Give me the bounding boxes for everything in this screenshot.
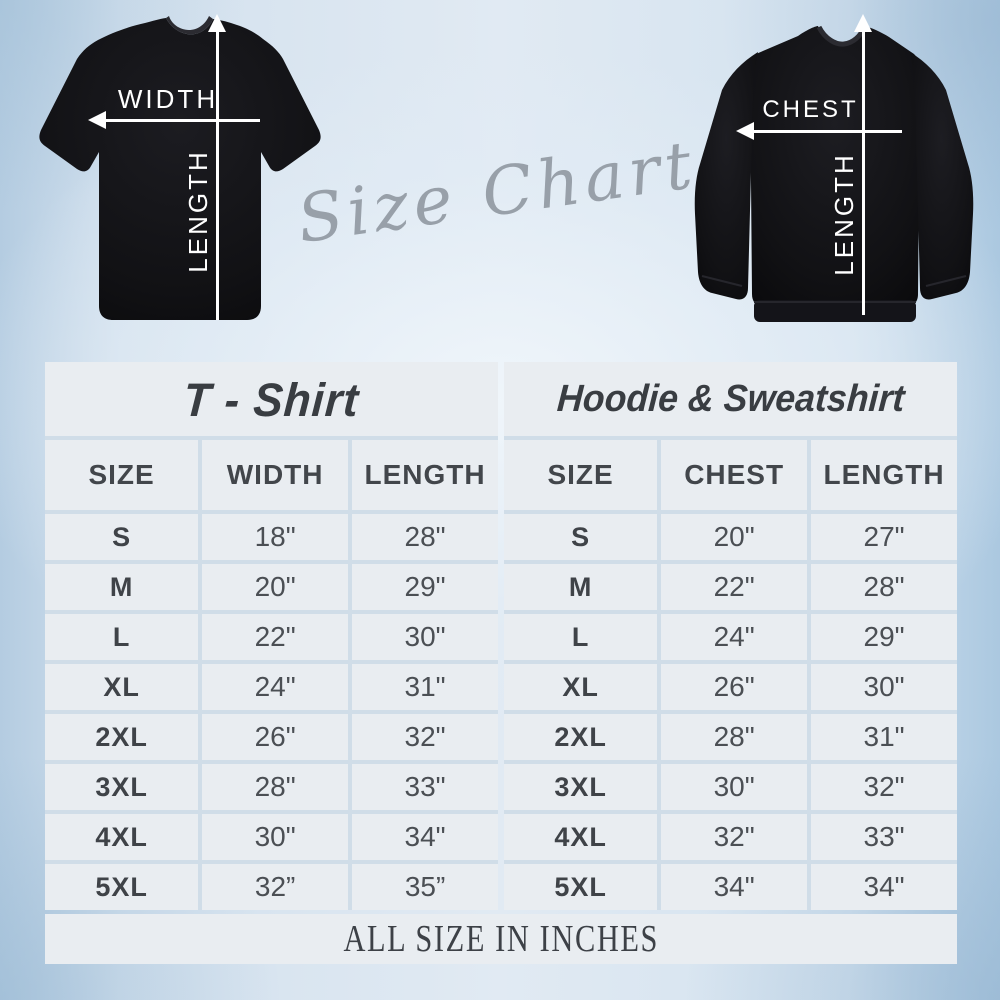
sweatshirt-hem-band xyxy=(754,300,916,322)
hoodie-col-header-chest: CHEST xyxy=(661,440,808,510)
size-cell: S xyxy=(45,514,199,560)
sweatshirt-left-cuff-seam xyxy=(701,275,743,287)
size-tables: T - Shirt SIZE WIDTH LENGTH S 18" 28" M … xyxy=(45,362,957,964)
tshirt-length-arrow xyxy=(216,30,219,320)
sweatshirt-chest-label: CHEST xyxy=(762,96,859,123)
value-cell: 28" xyxy=(811,564,957,610)
value-cell: 24" xyxy=(202,664,349,710)
sweatshirt-length-label: LENGTH xyxy=(829,152,859,276)
value-cell: 31" xyxy=(352,664,498,710)
tshirt-col-header-length: LENGTH xyxy=(352,440,498,510)
sweatshirt-chest-arrow xyxy=(752,130,902,133)
hoodie-col-header-length: LENGTH xyxy=(811,440,957,510)
sweatshirt-right-cuff-seam xyxy=(925,275,967,287)
size-cell: 5XL xyxy=(504,864,658,910)
sweatshirt-length-arrow xyxy=(862,30,865,315)
value-cell: 26" xyxy=(661,664,808,710)
value-cell: 30" xyxy=(661,764,808,810)
tshirt-silhouette xyxy=(39,18,321,320)
tshirt-col-header-width: WIDTH xyxy=(202,440,349,510)
page-title: Size Chart xyxy=(292,125,702,259)
size-cell: 3XL xyxy=(45,764,199,810)
tshirt-width-label: WIDTH xyxy=(117,84,219,114)
hoodie-table-title: Hoodie & Sweatshirt xyxy=(504,362,957,436)
tshirt-table-title: T - Shirt xyxy=(45,362,498,436)
value-cell: 24" xyxy=(661,614,808,660)
sweatshirt-right-sleeve xyxy=(910,52,974,300)
value-cell: 30" xyxy=(352,614,498,660)
sweatshirt-chest-arrowhead xyxy=(736,122,754,140)
value-cell: 20" xyxy=(661,514,808,560)
tshirt-width-arrow xyxy=(104,119,260,122)
tshirt-length-label: LENGTH xyxy=(183,149,213,273)
hoodie-col-header-size: SIZE xyxy=(504,440,658,510)
value-cell: 27" xyxy=(811,514,957,560)
value-cell: 32" xyxy=(352,714,498,760)
sweatshirt-body xyxy=(750,26,920,306)
hoodie-size-table: Hoodie & Sweatshirt SIZE CHEST LENGTH S … xyxy=(504,362,957,910)
value-cell: 29" xyxy=(811,614,957,660)
size-cell: M xyxy=(504,564,658,610)
value-cell: 34" xyxy=(661,864,808,910)
value-cell: 18" xyxy=(202,514,349,560)
sweatshirt-collar xyxy=(816,25,867,47)
value-cell: 30" xyxy=(202,814,349,860)
tshirt-col-header-size: SIZE xyxy=(45,440,199,510)
size-cell: XL xyxy=(504,664,658,710)
sweatshirt-left-sleeve xyxy=(694,52,758,300)
value-cell: 34" xyxy=(811,864,957,910)
tshirt-size-table: T - Shirt SIZE WIDTH LENGTH S 18" 28" M … xyxy=(45,362,498,910)
value-cell: 31" xyxy=(811,714,957,760)
size-cell: S xyxy=(504,514,658,560)
size-cell: 4XL xyxy=(504,814,658,860)
value-cell: 33" xyxy=(352,764,498,810)
value-cell: 30" xyxy=(811,664,957,710)
value-cell: 35” xyxy=(352,864,498,910)
tshirt-collar xyxy=(166,16,213,35)
value-cell: 32" xyxy=(661,814,808,860)
size-cell: XL xyxy=(45,664,199,710)
size-cell: L xyxy=(504,614,658,660)
size-cell: 4XL xyxy=(45,814,199,860)
value-cell: 22" xyxy=(661,564,808,610)
value-cell: 28" xyxy=(661,714,808,760)
tshirt-image xyxy=(39,16,321,320)
size-cell: M xyxy=(45,564,199,610)
tshirt-width-arrowhead xyxy=(88,111,106,129)
value-cell: 34" xyxy=(352,814,498,860)
value-cell: 28" xyxy=(352,514,498,560)
sweatshirt-image xyxy=(694,25,974,322)
size-cell: 2XL xyxy=(45,714,199,760)
value-cell: 29" xyxy=(352,564,498,610)
value-cell: 33" xyxy=(811,814,957,860)
value-cell: 20" xyxy=(202,564,349,610)
size-cell: 3XL xyxy=(504,764,658,810)
value-cell: 26" xyxy=(202,714,349,760)
value-cell: 28" xyxy=(202,764,349,810)
tshirt-length-arrowhead xyxy=(208,14,226,32)
value-cell: 32” xyxy=(202,864,349,910)
size-cell: L xyxy=(45,614,199,660)
garment-diagrams: WIDTH LENGTH CHEST LENGTH Size Chart xyxy=(0,0,1000,360)
size-cell: 2XL xyxy=(504,714,658,760)
value-cell: 22" xyxy=(202,614,349,660)
value-cell: 32" xyxy=(811,764,957,810)
size-cell: 5XL xyxy=(45,864,199,910)
units-note: ALL SIZE IN INCHES xyxy=(45,914,957,964)
sweatshirt-length-arrowhead xyxy=(854,14,872,32)
